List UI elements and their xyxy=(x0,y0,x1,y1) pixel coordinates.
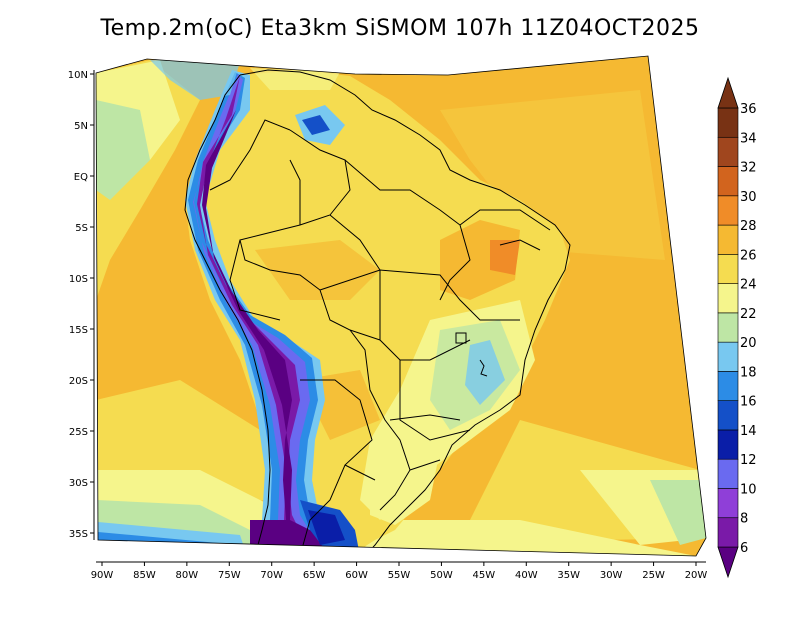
y-tick-label: 20S xyxy=(69,376,88,387)
x-tick-label: 40W xyxy=(515,570,538,581)
colorbar-label: 14 xyxy=(740,424,757,439)
colorbar-segment xyxy=(717,488,739,519)
colorbar-label: 10 xyxy=(740,482,757,497)
x-axis-ticks: 90W 85W 80W 75W 70W 65W 60W 55W 50W 45W 40W 35W 30W 2… xyxy=(91,561,708,581)
y-tick-label: 10N xyxy=(68,70,88,81)
colorbar-label: 30 xyxy=(740,190,757,205)
y-tick-label: 15S xyxy=(69,325,88,336)
colorbar-label: 34 xyxy=(740,131,757,146)
colorbar-arrow-high xyxy=(717,76,739,109)
temperature-field xyxy=(96,56,706,556)
colorbar-label: 26 xyxy=(740,248,757,263)
y-tick-label: 30S xyxy=(69,478,88,489)
colorbar-label: 12 xyxy=(740,453,757,468)
map-title: Temp.2m(oC) Eta3km SiSMOM 107h 11Z04OCT2… xyxy=(100,16,700,41)
colorbar: 6 8 10 12 14 16 18 20 22 24 26 28 30 32 34 36 xyxy=(717,76,757,579)
x-tick-label: 30W xyxy=(600,570,623,581)
x-tick-label: 85W xyxy=(133,570,156,581)
colorbar-label: 28 xyxy=(740,219,757,234)
x-tick-label: 70W xyxy=(260,570,283,581)
colorbar-segment xyxy=(717,136,739,167)
x-tick-label: 45W xyxy=(473,570,496,581)
y-tick-label: 5N xyxy=(74,121,88,132)
colorbar-segment xyxy=(717,341,739,372)
colorbar-segment xyxy=(717,400,739,431)
colorbar-label: 6 xyxy=(740,541,748,556)
x-tick-label: 60W xyxy=(345,570,368,581)
colorbar-segment xyxy=(717,371,739,401)
y-tick-label: EQ xyxy=(74,172,88,183)
x-tick-label: 65W xyxy=(303,570,326,581)
colorbar-label: 8 xyxy=(740,512,748,527)
colorbar-segment xyxy=(717,224,739,255)
y-tick-label: 5S xyxy=(75,223,88,234)
x-tick-label: 25W xyxy=(642,570,665,581)
colorbar-label: 16 xyxy=(740,395,757,410)
x-tick-label: 50W xyxy=(430,570,453,581)
x-tick-label: 35W xyxy=(557,570,580,581)
colorbar-label: 36 xyxy=(740,102,757,117)
colorbar-segment xyxy=(717,254,739,284)
colorbar-segment xyxy=(717,283,739,314)
y-tick-label: 35S xyxy=(69,529,88,540)
colorbar-segment xyxy=(717,517,739,548)
x-tick-label: 20W xyxy=(685,570,708,581)
colorbar-label: 18 xyxy=(740,365,757,380)
colorbar-segment xyxy=(717,195,739,226)
plot-frame xyxy=(95,55,707,557)
y-tick-label: 25S xyxy=(69,427,88,438)
colorbar-label: 24 xyxy=(740,278,757,293)
x-tick-label: 80W xyxy=(176,570,199,581)
colorbar-arrow-low xyxy=(717,546,739,579)
y-tick-label: 10S xyxy=(69,274,88,285)
colorbar-segment xyxy=(717,312,739,343)
colorbar-label: 20 xyxy=(740,336,757,351)
x-tick-label: 75W xyxy=(218,570,241,581)
colorbar-label: 32 xyxy=(740,161,757,176)
colorbar-segment xyxy=(717,429,739,460)
x-tick-label: 55W xyxy=(388,570,411,581)
colorbar-segment xyxy=(717,166,739,197)
colorbar-segment xyxy=(717,458,739,489)
colorbar-label: 22 xyxy=(740,307,757,322)
boundaries xyxy=(184,69,571,556)
colorbar-segment xyxy=(717,107,739,138)
x-tick-label: 90W xyxy=(91,570,114,581)
y-axis-ticks: 10N 5N EQ 5S 10S 15S 20S 25S 30S 35S xyxy=(68,70,95,540)
